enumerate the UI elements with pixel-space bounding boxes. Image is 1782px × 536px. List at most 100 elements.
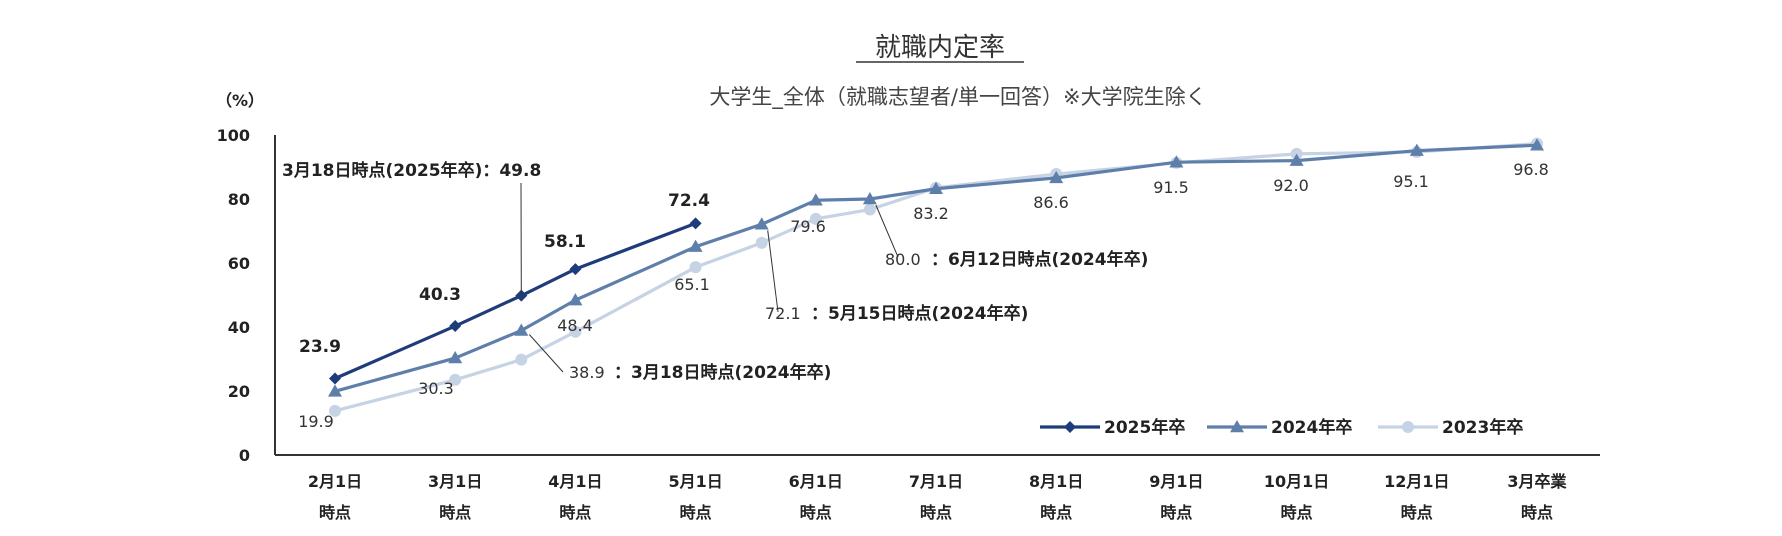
x-tick-label: 10月1日 xyxy=(1264,472,1329,491)
data-point xyxy=(449,373,462,386)
chart-title: 就職内定率 xyxy=(875,33,1005,63)
x-tick-label: 4月1日 xyxy=(548,472,602,491)
x-tick-label: 8月1日 xyxy=(1029,472,1083,491)
data-label: 80.0 xyxy=(885,250,921,269)
legend-label: 2025年卒 xyxy=(1104,417,1185,438)
x-tick-label: 3月1日 xyxy=(428,472,482,491)
leader-line xyxy=(875,204,899,258)
legend-item: 2024年卒 xyxy=(1207,417,1352,438)
data-point xyxy=(569,263,582,276)
y-tick-label: 20 xyxy=(228,382,250,401)
data-point xyxy=(1409,143,1424,156)
x-tick-label-line2: 時点 xyxy=(1401,503,1433,522)
legend-marker xyxy=(1064,421,1076,433)
data-label: 58.1 xyxy=(544,232,586,252)
data-point xyxy=(328,384,342,397)
data-label: ：3月18日時点(2024年卒) xyxy=(614,362,831,383)
x-tick-label: 5月1日 xyxy=(668,472,722,491)
data-label: 38.9 xyxy=(569,363,605,382)
data-point xyxy=(689,261,702,274)
data-point xyxy=(514,323,529,336)
data-label: 79.6 xyxy=(790,217,826,236)
x-tick-label-line2: 時点 xyxy=(559,503,591,522)
data-label: 95.1 xyxy=(1393,172,1429,191)
series-2025年卒 xyxy=(329,217,702,385)
x-tick-label-line2: 時点 xyxy=(800,503,832,522)
data-label: 92.0 xyxy=(1273,176,1309,195)
data-point xyxy=(448,351,463,364)
data-point xyxy=(689,217,702,230)
x-tick-label: 3月卒業 xyxy=(1507,472,1567,491)
series-2024年卒 xyxy=(328,138,1544,397)
data-label: 3月18日時点(2025年卒)：49.8 xyxy=(282,160,541,181)
data-point xyxy=(862,192,877,205)
data-point xyxy=(569,325,582,338)
leader-line xyxy=(528,334,564,373)
data-label: 19.9 xyxy=(298,412,334,431)
legend-label: 2023年卒 xyxy=(1442,417,1523,438)
data-label: 96.8 xyxy=(1513,160,1549,179)
data-label: 72.1 xyxy=(765,304,801,323)
data-point xyxy=(1169,155,1184,168)
data-point xyxy=(568,293,583,306)
chart-subtitle: 大学生_全体（就職志望者/単一回答）※大学院生除く xyxy=(709,85,1206,110)
data-label: ：6月12日時点(2024年卒) xyxy=(931,249,1148,270)
x-tick-label: 6月1日 xyxy=(789,472,843,491)
x-tick-label-line2: 時点 xyxy=(319,503,351,522)
legend-item: 2025年卒 xyxy=(1040,417,1185,438)
data-point xyxy=(809,212,822,225)
data-point xyxy=(449,320,462,333)
x-tick-label-line2: 時点 xyxy=(1160,503,1192,522)
leader-line xyxy=(767,230,779,313)
series-line xyxy=(334,143,1538,393)
x-tick-label: 7月1日 xyxy=(909,472,963,491)
x-tick-label: 9月1日 xyxy=(1149,472,1203,491)
data-label: 83.2 xyxy=(913,204,949,223)
legend-label: 2024年卒 xyxy=(1271,417,1352,438)
legend-item: 2023年卒 xyxy=(1378,417,1523,438)
data-label: 86.6 xyxy=(1033,193,1069,212)
x-tick-label: 12月1日 xyxy=(1384,472,1449,491)
y-tick-label: 60 xyxy=(228,254,250,273)
data-point xyxy=(1289,153,1304,166)
data-point xyxy=(863,203,876,216)
data-point xyxy=(755,236,768,249)
y-tick-label: 0 xyxy=(239,446,250,465)
data-label: ：5月15日時点(2024年卒) xyxy=(811,303,1028,324)
data-point xyxy=(688,239,703,252)
x-tick-label-line2: 時点 xyxy=(680,503,712,522)
data-point xyxy=(808,193,823,206)
x-tick-label: 2月1日 xyxy=(308,472,362,491)
data-label: 23.9 xyxy=(299,337,341,357)
legend-marker xyxy=(1402,421,1414,433)
data-label: 91.5 xyxy=(1153,178,1189,197)
data-point xyxy=(515,353,528,366)
data-point xyxy=(329,372,341,385)
data-label: 40.3 xyxy=(419,285,461,305)
x-tick-label-line2: 時点 xyxy=(1521,503,1553,522)
x-tick-label-line2: 時点 xyxy=(920,503,952,522)
data-label: 30.3 xyxy=(418,379,454,398)
x-tick-label-line2: 時点 xyxy=(1281,503,1313,522)
legend: 2025年卒 2024年卒 2023年卒 xyxy=(1040,417,1523,438)
annotation-layer: 23.9 40.3 58.1 72.4 3月18日時点(2025年卒)：49.8 19.9… xyxy=(282,160,1549,431)
y-tick-label: 40 xyxy=(228,318,250,337)
y-axis-label: （%） xyxy=(216,91,264,110)
data-point xyxy=(1530,138,1544,151)
y-tick-label: 80 xyxy=(228,190,250,209)
series-line xyxy=(334,221,697,380)
x-tick-label-line2: 時点 xyxy=(439,503,471,522)
data-point xyxy=(754,217,769,230)
data-point xyxy=(1049,170,1064,184)
series-line xyxy=(334,142,1538,413)
legend-marker xyxy=(1230,420,1244,433)
data-point xyxy=(929,181,943,195)
x-tick-label-line2: 時点 xyxy=(1040,503,1072,522)
data-label: 72.4 xyxy=(668,191,710,211)
data-point xyxy=(329,404,341,417)
data-label: 48.4 xyxy=(557,316,593,335)
y-tick-label: 100 xyxy=(217,126,250,145)
data-label: 65.1 xyxy=(674,275,710,294)
